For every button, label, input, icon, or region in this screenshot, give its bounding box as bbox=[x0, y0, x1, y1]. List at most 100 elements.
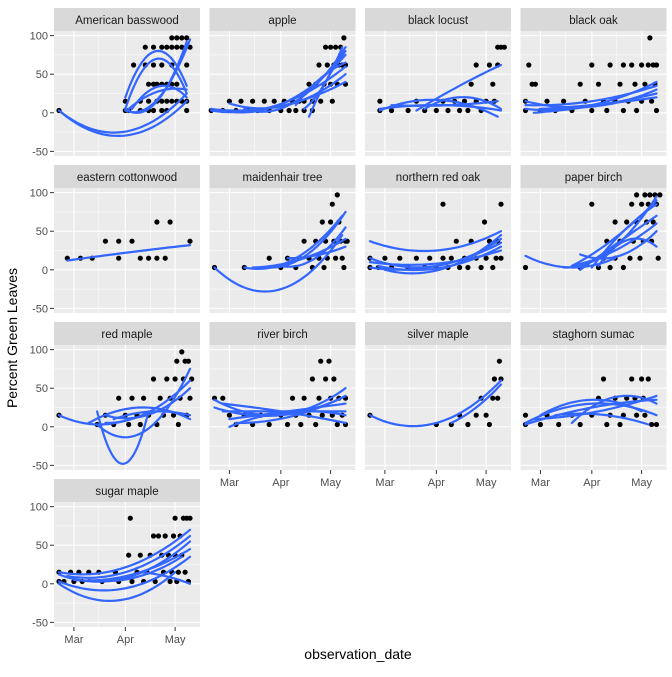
data-point bbox=[642, 412, 648, 418]
smooth-line bbox=[579, 230, 658, 260]
y-tick-label: 0 bbox=[42, 422, 48, 434]
data-point bbox=[170, 533, 177, 539]
strip-label: silver maple bbox=[407, 329, 468, 341]
data-point bbox=[127, 515, 133, 521]
data-point bbox=[306, 81, 312, 87]
data-point bbox=[624, 219, 630, 225]
x-tick-label: Mar bbox=[220, 477, 239, 489]
data-point bbox=[167, 578, 173, 585]
smooth-line bbox=[96, 410, 150, 466]
x-tick-label: Mar bbox=[531, 477, 550, 489]
strip bbox=[365, 322, 511, 345]
strip bbox=[209, 165, 356, 188]
smooth-line bbox=[57, 571, 177, 603]
data-point bbox=[647, 192, 653, 198]
y-tick-label: -50 bbox=[32, 617, 48, 629]
strip bbox=[520, 8, 667, 31]
data-point bbox=[159, 98, 165, 104]
panel-eastern-cottonwood: eastern cottonwood -50 0 50 100 bbox=[30, 165, 200, 315]
data-point bbox=[453, 238, 459, 244]
data-point bbox=[457, 264, 463, 271]
smooth-line bbox=[243, 46, 347, 113]
data-point bbox=[612, 219, 618, 225]
data-point bbox=[313, 421, 319, 428]
data-point bbox=[647, 35, 653, 41]
data-point bbox=[490, 264, 496, 271]
data-point bbox=[137, 552, 143, 558]
strip bbox=[54, 322, 200, 345]
y-tick-label: 100 bbox=[30, 345, 48, 357]
data-point bbox=[486, 62, 492, 68]
smooth-line bbox=[57, 528, 192, 576]
x-tick-label: Apr bbox=[583, 477, 600, 489]
data-point bbox=[577, 421, 583, 428]
data-point bbox=[382, 255, 388, 261]
data-point bbox=[129, 238, 135, 244]
y-tick-label: -50 bbox=[32, 303, 48, 315]
data-point bbox=[649, 98, 655, 104]
strip bbox=[365, 8, 511, 31]
data-point bbox=[129, 395, 135, 401]
data-point bbox=[556, 421, 562, 428]
data-point bbox=[172, 376, 178, 382]
data-point bbox=[301, 395, 307, 401]
smooth-line bbox=[279, 226, 347, 268]
data-point bbox=[650, 219, 656, 225]
data-point bbox=[174, 35, 180, 41]
data-point bbox=[629, 376, 635, 382]
data-point bbox=[169, 35, 175, 41]
data-point bbox=[116, 238, 122, 244]
smooth-line bbox=[368, 379, 503, 428]
smooth-line bbox=[234, 394, 347, 424]
data-point bbox=[433, 107, 439, 114]
data-point bbox=[333, 44, 339, 50]
strip bbox=[209, 322, 356, 345]
panel-apple: apple bbox=[208, 8, 356, 156]
data-point bbox=[440, 201, 446, 207]
data-point bbox=[159, 62, 165, 68]
data-point bbox=[298, 421, 304, 428]
data-point bbox=[238, 98, 244, 104]
strip-label: maidenhair tree bbox=[243, 172, 323, 184]
data-point bbox=[226, 412, 232, 418]
y-tick-label: 100 bbox=[30, 502, 48, 514]
data-point bbox=[159, 44, 165, 50]
x-tick-label: May bbox=[631, 477, 652, 489]
data-point bbox=[490, 395, 496, 401]
smooth-line bbox=[524, 84, 658, 107]
data-point bbox=[187, 238, 193, 244]
data-point bbox=[321, 264, 327, 271]
data-point bbox=[634, 412, 640, 418]
data-point bbox=[164, 376, 170, 382]
data-point bbox=[465, 107, 471, 114]
strip bbox=[54, 165, 200, 188]
data-point bbox=[137, 421, 143, 428]
data-point bbox=[309, 376, 315, 382]
data-point bbox=[328, 219, 334, 225]
y-tick-label: -50 bbox=[32, 146, 48, 158]
y-tick-label: 50 bbox=[36, 226, 48, 238]
data-point bbox=[126, 552, 132, 558]
data-point bbox=[405, 107, 411, 114]
data-point bbox=[388, 107, 395, 114]
data-point bbox=[604, 107, 610, 114]
strip bbox=[54, 8, 200, 31]
smooth-line bbox=[570, 222, 658, 267]
data-point bbox=[146, 81, 152, 87]
data-point bbox=[620, 264, 627, 271]
smooth-line bbox=[87, 555, 183, 583]
data-point bbox=[150, 44, 157, 50]
smooth-line bbox=[423, 96, 503, 110]
strip bbox=[520, 322, 667, 345]
panel-black-locust: black locust bbox=[365, 8, 511, 156]
strip-label: eastern cottonwood bbox=[77, 172, 177, 184]
data-point bbox=[544, 98, 550, 104]
smooth-line bbox=[532, 394, 658, 421]
data-point bbox=[642, 81, 648, 87]
data-point bbox=[328, 44, 334, 50]
data-point bbox=[657, 192, 663, 198]
strip bbox=[54, 479, 200, 502]
data-point bbox=[174, 81, 180, 87]
strip-label: staghorn sumac bbox=[553, 329, 635, 341]
